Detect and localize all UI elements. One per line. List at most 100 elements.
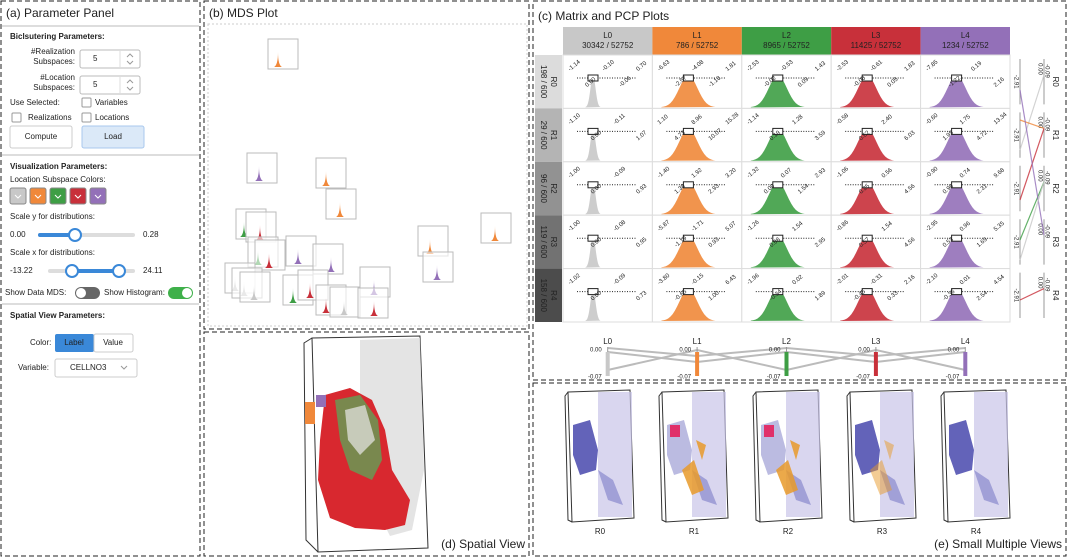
button-label: Label <box>64 338 84 347</box>
mds-title: (b) MDS Plot <box>209 6 278 20</box>
column-name: L1 <box>693 31 702 40</box>
row-name: R4 <box>549 290 558 301</box>
slider-knob[interactable] <box>66 265 78 277</box>
volume-edge <box>304 338 318 552</box>
section-heading: Biclsutering Parameters: <box>10 32 105 41</box>
pcp-min: -0.07 <box>946 375 960 381</box>
field-label: Scale x for distributions: <box>10 248 95 257</box>
small-multiple-label: R2 <box>783 527 794 536</box>
pcp-row-name: R0 <box>1051 77 1060 88</box>
field-label: Scale y for distributions: <box>10 212 95 221</box>
section-heading: Spatial View Parameters: <box>10 311 105 320</box>
pcp-column-name: L0 <box>603 337 612 346</box>
checkbox-label: Realizations <box>28 113 72 122</box>
pcp-top: 0.00 <box>1036 223 1042 235</box>
pcp-bar <box>963 352 967 376</box>
slider-knob[interactable] <box>69 229 81 241</box>
matrix-title: (c) Matrix and PCP Plots <box>538 9 669 23</box>
pcp-mid: -0.09 <box>1043 171 1049 185</box>
mini-blob <box>949 420 974 475</box>
field-label: Color: <box>30 338 51 347</box>
pcp-bar <box>874 352 878 376</box>
column-count: 8965 / 52752 <box>763 41 810 50</box>
small-multiple-label: R1 <box>689 527 700 536</box>
field-label: Location Subspace Colors: <box>10 175 106 184</box>
toggle-knob <box>76 288 86 298</box>
pcp-max: 0.00 <box>769 348 781 354</box>
row-count: 96 / 600 <box>539 174 548 203</box>
pcp-column-name: L1 <box>693 337 702 346</box>
pcp-column-name: L2 <box>782 337 791 346</box>
color-swatch[interactable] <box>10 188 26 204</box>
spinner-value: 5 <box>93 54 98 63</box>
pcp-column-name: L3 <box>871 337 880 346</box>
mds-glyph <box>286 236 316 266</box>
pcp-min: -0.07 <box>588 375 602 381</box>
pcp-row-name: R4 <box>1051 290 1060 301</box>
pcp-min: -2.91 <box>1012 182 1018 196</box>
pcp-max: 0.00 <box>679 348 691 354</box>
pcp-max: 0.00 <box>948 348 960 354</box>
pcp-min: -2.91 <box>1012 288 1018 302</box>
pcp-mid: -0.09 <box>1043 224 1049 238</box>
row-count: 198 / 600 <box>539 65 548 99</box>
checkbox-label: Locations <box>95 113 129 122</box>
pcp-column-name: L4 <box>961 337 970 346</box>
small-multiple-label: R0 <box>595 527 606 536</box>
row-name: R1 <box>549 130 558 141</box>
row-name: R0 <box>549 77 558 88</box>
spatial-volume <box>304 336 428 552</box>
toggle-knob <box>182 288 192 298</box>
pcp-min: -2.91 <box>1012 235 1018 249</box>
row-count: 158 / 600 <box>539 279 548 313</box>
screen: (a) Parameter Panel Biclsutering Paramete… <box>0 0 1068 557</box>
mds-glyph <box>268 39 298 69</box>
checkbox-label: Variables <box>95 98 128 107</box>
row-name: R3 <box>549 237 558 248</box>
pcp-mid: -0.09 <box>1043 64 1049 78</box>
slider-knob[interactable] <box>113 265 125 277</box>
pcp-top: 0.00 <box>1036 170 1042 182</box>
column-count: 786 / 52752 <box>676 41 719 50</box>
pcp-bar <box>785 352 789 376</box>
pcp-min: -0.07 <box>677 375 691 381</box>
color-swatch[interactable] <box>50 188 66 204</box>
column-count: 11425 / 52752 <box>851 41 902 50</box>
spinner[interactable] <box>80 50 140 68</box>
checkbox[interactable] <box>82 113 91 122</box>
mini-pink <box>764 425 774 437</box>
color-swatch[interactable] <box>90 188 106 204</box>
mds-glyph <box>247 153 277 183</box>
column-name: L3 <box>871 31 880 40</box>
color-swatch[interactable] <box>70 188 86 204</box>
checkbox[interactable] <box>82 98 91 107</box>
checkbox[interactable] <box>12 113 21 122</box>
pcp-min: -0.07 <box>767 375 781 381</box>
small-multiple-label: R3 <box>877 527 888 536</box>
pcp-mid: -0.09 <box>1043 278 1049 292</box>
toggle-label: Show Histogram: <box>104 288 165 297</box>
button-label: Compute <box>25 132 58 141</box>
slider-min: 0.00 <box>10 230 26 239</box>
spinner-value: 5 <box>93 80 98 89</box>
button-label: Value <box>103 338 123 347</box>
color-swatch[interactable] <box>30 188 46 204</box>
row-count: 29 / 600 <box>539 121 548 150</box>
pcp-mid: -0.09 <box>1043 118 1049 132</box>
spatial-title: (d) Spatial View <box>441 537 525 551</box>
panel-title: (a) Parameter Panel <box>6 6 114 20</box>
column-count: 30342 / 52752 <box>582 41 634 50</box>
field-label: Variable: <box>18 363 49 372</box>
pcp-top: 0.00 <box>1036 277 1042 289</box>
volume-purple <box>316 395 326 407</box>
mini-blob <box>573 420 598 475</box>
row-count: 119 / 600 <box>539 226 548 259</box>
small-multiples-title: (e) Small Multiple Views <box>934 537 1062 551</box>
slider-max: 0.28 <box>143 230 159 239</box>
column-name: L0 <box>603 31 612 40</box>
pcp-row-name: R3 <box>1051 237 1060 248</box>
pcp-max: 0.00 <box>858 348 870 354</box>
spinner[interactable] <box>80 76 140 94</box>
